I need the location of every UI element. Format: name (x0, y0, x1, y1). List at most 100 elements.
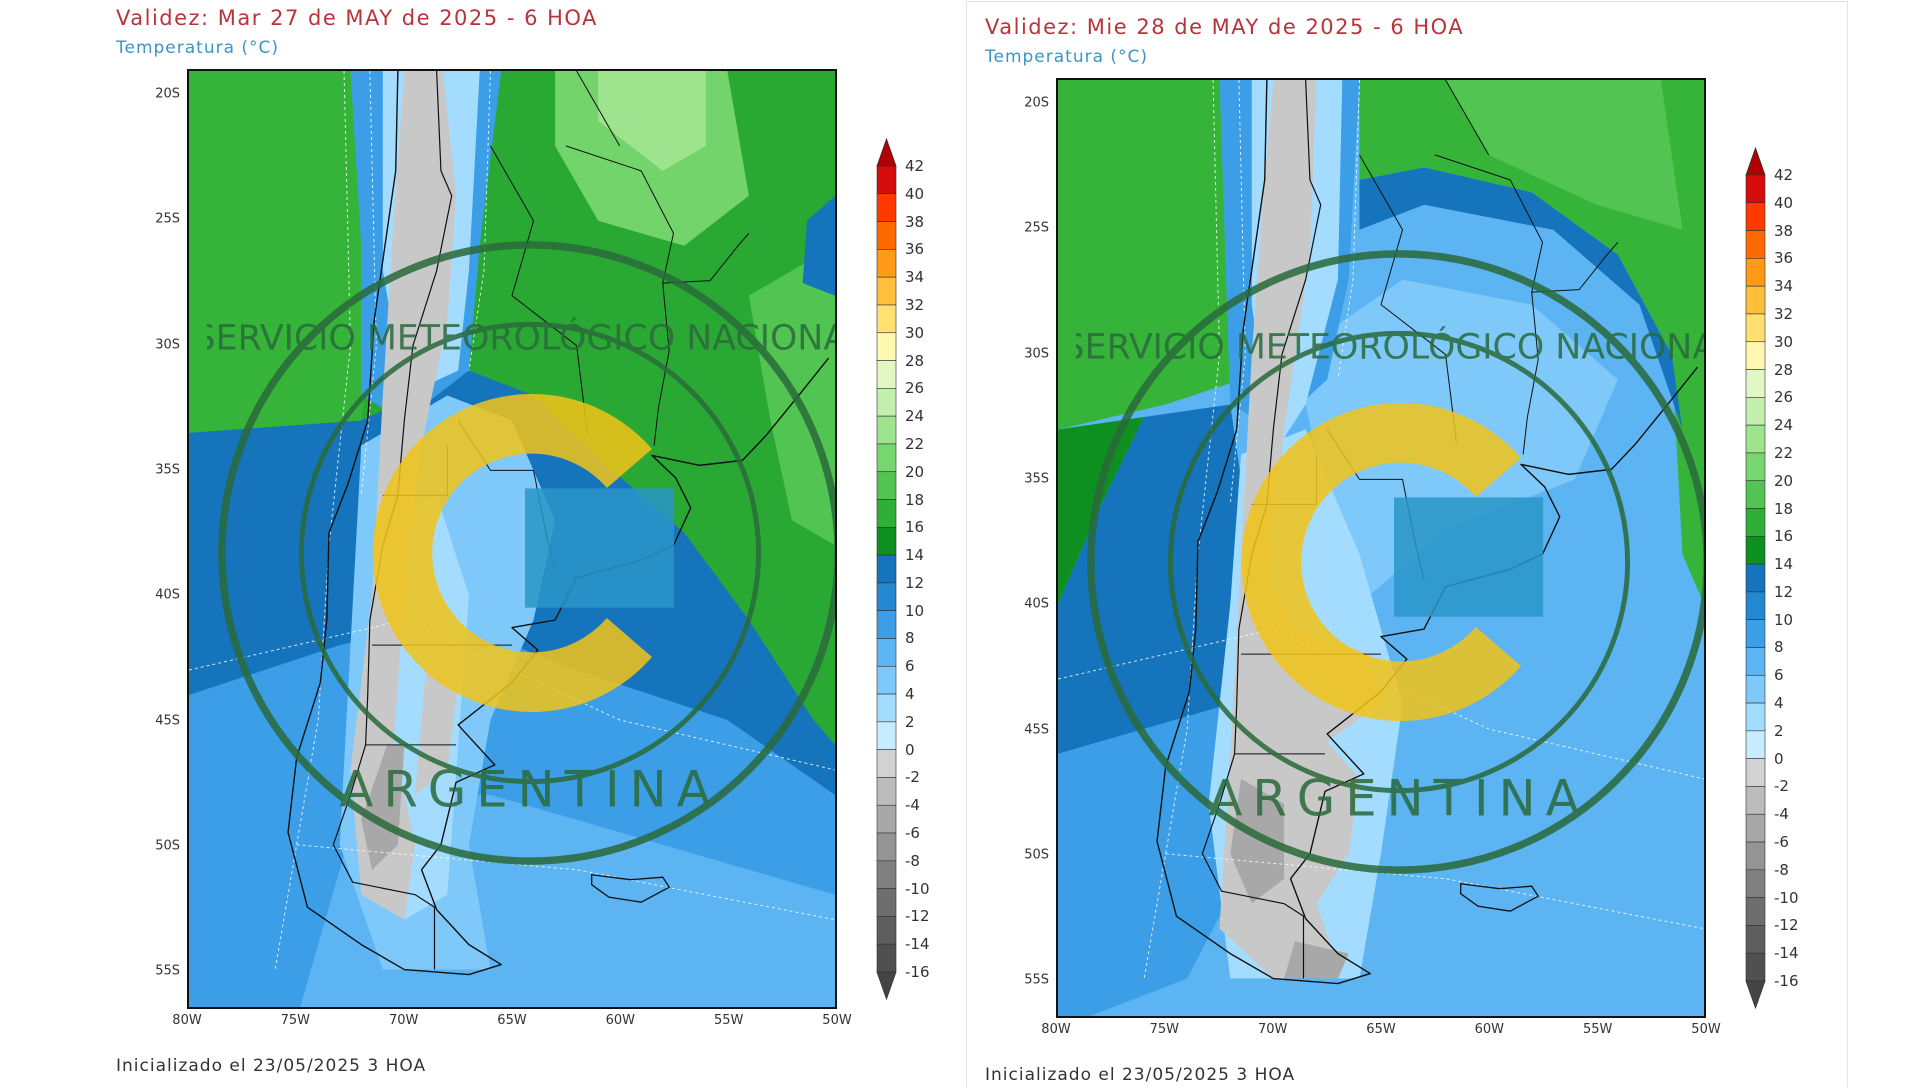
colorbar-label: 0 (905, 740, 915, 759)
colorbar-label: 8 (905, 629, 915, 648)
colorbar-label: -16 (905, 963, 930, 981)
colorbar-swatch (1745, 786, 1766, 815)
colorbar-label: 6 (905, 657, 915, 676)
colorbar-label: -10 (905, 879, 930, 898)
colorbar-label: 38 (1774, 221, 1794, 240)
colorbar-label: 24 (1774, 416, 1794, 435)
lat-tick-label: 30S (155, 337, 180, 353)
validity-title: Validez: Mar 27 de MAY de 2025 - 6 HOA (116, 6, 598, 30)
lat-tick-label: 20S (1024, 95, 1049, 111)
colorbar-swatch (1745, 619, 1766, 648)
colorbar-label: -14 (1774, 944, 1799, 963)
variable-subtitle: Temperatura (°C) (116, 38, 280, 58)
forecast-panel-1: Validez: Mar 27 de MAY de 2025 - 6 HOA Te… (0, 0, 960, 1080)
colorbar-swatch (1745, 202, 1766, 231)
temp-region-andes-dark-gray (361, 744, 405, 870)
colorbar-label: 28 (1774, 360, 1794, 379)
colorbar-swatch (1745, 647, 1766, 676)
isotherm-line (469, 71, 491, 371)
isotherm-line (297, 845, 835, 920)
colorbar-label: 4 (1774, 694, 1784, 713)
temp-region-ne-pale-green (598, 71, 706, 171)
colorbar-label: 14 (905, 546, 925, 565)
temp-region-ne-light-green (1445, 80, 1683, 230)
falkland-islands (592, 875, 670, 902)
colorbar-label: -16 (1774, 972, 1799, 990)
colorbar-bottom-arrow (876, 971, 897, 1001)
colorbar-label: 10 (1774, 610, 1794, 629)
colorbar-label: -6 (905, 824, 920, 843)
isotherm-line (1166, 854, 1704, 929)
colorbar-swatch (1745, 925, 1766, 954)
svg-text:ARGENTINA: ARGENTINA (339, 760, 720, 818)
svg-text:SERVICIO METEOROLÓGICO NACIONA: SERVICIO METEOROLÓGICO NACIONAL (207, 316, 837, 358)
forecast-panel-2: Validez: Mie 28 de MAY de 2025 - 6 HOA Te… (869, 9, 1829, 1089)
lon-tick-label: 75W (1149, 1022, 1180, 1037)
lon-tick-label: 60W (1474, 1022, 1505, 1037)
lat-tick-label: 25S (1024, 220, 1049, 236)
lon-tick-label: 55W (1582, 1022, 1613, 1037)
colorbar-label: 40 (1774, 193, 1794, 212)
colorbar-swatch (1745, 313, 1766, 343)
temp-region-nw-green (1058, 80, 1242, 430)
colorbar-swatch (1745, 452, 1766, 482)
temp-region-west-green (1058, 416, 1145, 605)
colorbar-label: 10 (905, 601, 925, 620)
colorbar-swatch (1745, 758, 1766, 787)
lon-tick-label: 50W (1691, 1022, 1721, 1037)
lon-tick-label: 80W (1041, 1022, 1071, 1037)
colorbar-label: 6 (1774, 666, 1784, 685)
colorbar-swatch (1745, 952, 1766, 982)
colorbar-swatch (1745, 674, 1766, 704)
colorbar-label: 16 (905, 518, 925, 537)
colorbar-label: 38 (905, 212, 925, 231)
lon-tick-label: 70W (388, 1013, 419, 1028)
lon-tick-label: 65W (497, 1013, 527, 1028)
colorbar-label: 30 (905, 323, 925, 342)
colorbar-swatch (1745, 174, 1766, 204)
colorbar-label: 12 (905, 573, 925, 592)
colorbar-label: 36 (1774, 249, 1794, 268)
colorbar-label: 30 (1774, 332, 1794, 351)
colorbar-label: -8 (1774, 860, 1789, 879)
province-border (1359, 155, 1456, 442)
colorbar-swatch (1745, 369, 1766, 398)
isotherm-line (1230, 80, 1245, 504)
colorbar-swatch (1745, 702, 1766, 732)
colorbar (876, 137, 897, 1001)
lat-tick-label: 50S (155, 838, 180, 854)
colorbar-label: 22 (1774, 443, 1794, 462)
lat-tick-label: 45S (1024, 722, 1049, 738)
falkland-islands (1461, 884, 1539, 911)
province-border (1446, 80, 1489, 155)
colorbar-label: 32 (1774, 304, 1794, 323)
colorbar-swatch (1745, 258, 1766, 287)
isotherm-line (1338, 80, 1360, 380)
temp-region-andes-dark-gray (1230, 778, 1285, 904)
colorbar-label: 42 (905, 157, 925, 175)
colorbar-swatch (1745, 230, 1766, 259)
colorbar-top-arrow (1745, 146, 1766, 176)
colorbar-label: -14 (905, 935, 930, 954)
province-border (654, 283, 669, 445)
colorbar-label: -2 (905, 768, 920, 787)
init-time-footer: Inicializado el 23/05/2025 3 HOA (116, 1056, 427, 1076)
temperature-map: SERVICIO METEOROLÓGICO NACIONAL ARGENTINA (187, 69, 837, 1009)
colorbar-label: 22 (905, 434, 925, 453)
colorbar-label: -12 (1774, 916, 1799, 935)
lat-tick-label: 55S (155, 963, 180, 979)
colorbar-label: 40 (905, 184, 925, 203)
colorbar-swatch (1745, 563, 1766, 593)
lat-tick-label: 35S (155, 462, 180, 478)
colorbar-label: -10 (1774, 888, 1799, 907)
province-border (490, 146, 587, 433)
colorbar-swatch (1745, 897, 1766, 926)
colorbar-swatch (1745, 841, 1766, 871)
temp-region-pacific-mid-blue (1058, 704, 1252, 1016)
colorbar-label: 2 (905, 712, 915, 731)
lat-tick-label: 45S (155, 713, 180, 729)
temp-region-atlantic-blue-patch (802, 195, 835, 296)
colorbar-label: 0 (1774, 749, 1784, 768)
colorbar-label: 4 (905, 685, 915, 704)
temp-region-north-blue-band (1359, 167, 1683, 430)
